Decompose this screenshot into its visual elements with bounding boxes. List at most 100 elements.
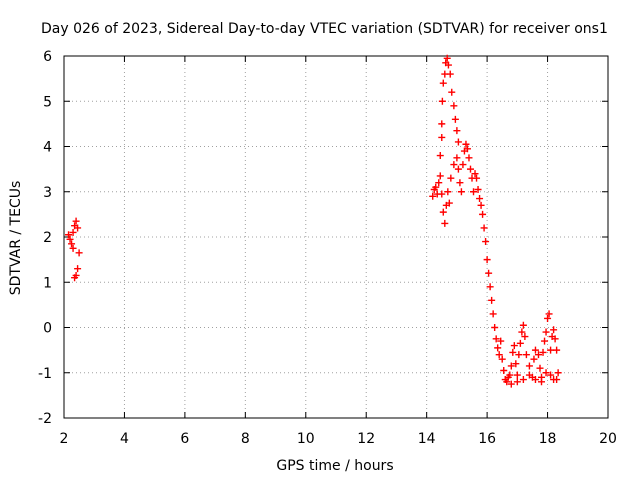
data-point xyxy=(507,362,515,370)
data-point xyxy=(491,324,499,331)
x-tick-label: 12 xyxy=(357,431,375,447)
x-tick-label: 8 xyxy=(241,431,250,447)
x-tick-label: 4 xyxy=(120,431,129,447)
data-point xyxy=(474,185,482,193)
data-point xyxy=(518,328,526,336)
data-point xyxy=(547,346,555,354)
data-point xyxy=(553,346,561,354)
data-point xyxy=(497,337,505,345)
data-point xyxy=(438,120,446,128)
data-point xyxy=(488,296,496,304)
x-tick-label: 6 xyxy=(180,431,189,447)
data-point xyxy=(454,165,462,173)
data-point xyxy=(542,328,550,336)
data-point xyxy=(519,321,527,329)
data-point xyxy=(485,269,493,277)
data-point xyxy=(538,373,546,381)
data-point xyxy=(75,249,83,257)
data-point xyxy=(439,79,447,87)
data-point xyxy=(554,369,562,377)
x-axis-label: GPS time / hours xyxy=(276,458,393,474)
data-point xyxy=(432,183,440,191)
data-point xyxy=(438,97,446,105)
data-point xyxy=(480,224,488,232)
data-point xyxy=(438,133,446,141)
data-point xyxy=(451,115,459,123)
x-tick-label: 10 xyxy=(297,431,315,447)
data-point xyxy=(435,179,443,187)
data-point xyxy=(522,351,530,359)
data-point xyxy=(513,371,521,379)
data-point xyxy=(483,256,491,264)
data-point xyxy=(463,145,471,153)
y-tick-label: 3 xyxy=(43,185,52,201)
chart-title: Day 026 of 2023, Sidereal Day-to-day VTE… xyxy=(41,21,608,37)
data-point xyxy=(69,228,77,236)
data-point xyxy=(444,61,452,69)
data-point xyxy=(503,378,511,386)
grid xyxy=(64,56,608,418)
data-point xyxy=(498,355,506,363)
data-point xyxy=(436,152,444,160)
data-point xyxy=(525,371,533,379)
data-point xyxy=(486,283,494,291)
y-tick-label: 2 xyxy=(43,230,52,246)
data-point xyxy=(544,314,552,322)
data-point xyxy=(495,351,503,359)
data-point xyxy=(459,161,467,169)
data-point xyxy=(504,373,512,381)
data-point xyxy=(525,362,533,370)
x-tick-labels: 2 4 6 8 10 12 14 16 18 20 xyxy=(60,431,617,447)
data-point xyxy=(445,199,453,207)
data-point xyxy=(539,348,547,356)
data-point xyxy=(531,376,539,384)
data-point xyxy=(436,172,444,180)
data-point xyxy=(471,170,479,178)
data-point xyxy=(551,335,559,343)
data-point xyxy=(534,351,542,359)
data-point xyxy=(513,378,521,386)
data-point xyxy=(521,333,529,341)
data-point xyxy=(530,355,538,363)
data-point xyxy=(441,219,449,227)
data-point xyxy=(457,188,465,196)
y-tick-label: 6 xyxy=(43,49,52,65)
data-point xyxy=(550,326,558,334)
data-point xyxy=(447,174,455,182)
data-point xyxy=(466,165,474,173)
y-tick-label: -1 xyxy=(38,366,52,382)
y-tick-label: 1 xyxy=(43,275,52,291)
data-point xyxy=(450,161,458,169)
data-point xyxy=(68,240,76,248)
data-point xyxy=(507,380,515,388)
y-axis-label: SDTVAR / TECUs xyxy=(8,181,24,296)
data-point xyxy=(71,274,79,282)
data-point xyxy=(531,346,539,354)
y-tick-labels: -2 -1 0 1 2 3 4 5 6 xyxy=(38,49,52,427)
data-point xyxy=(509,348,517,356)
data-point xyxy=(536,364,544,372)
data-point xyxy=(454,138,462,146)
data-point xyxy=(462,140,470,148)
data-point xyxy=(448,88,456,96)
data-point xyxy=(444,188,452,196)
data-point xyxy=(470,188,478,196)
data-point xyxy=(446,70,454,78)
data-point xyxy=(456,179,464,187)
data-points xyxy=(65,54,562,388)
data-point xyxy=(74,224,82,232)
data-point xyxy=(66,235,74,243)
data-point xyxy=(439,208,447,216)
data-point xyxy=(512,360,520,368)
data-point xyxy=(74,265,82,273)
data-point xyxy=(453,154,461,162)
x-tick-label: 14 xyxy=(418,431,436,447)
data-point xyxy=(429,192,437,200)
data-point xyxy=(453,127,461,135)
data-point xyxy=(438,190,446,198)
x-tick-label: 18 xyxy=(539,431,557,447)
data-point xyxy=(500,366,508,374)
data-point xyxy=(465,154,473,162)
data-point xyxy=(510,342,518,350)
